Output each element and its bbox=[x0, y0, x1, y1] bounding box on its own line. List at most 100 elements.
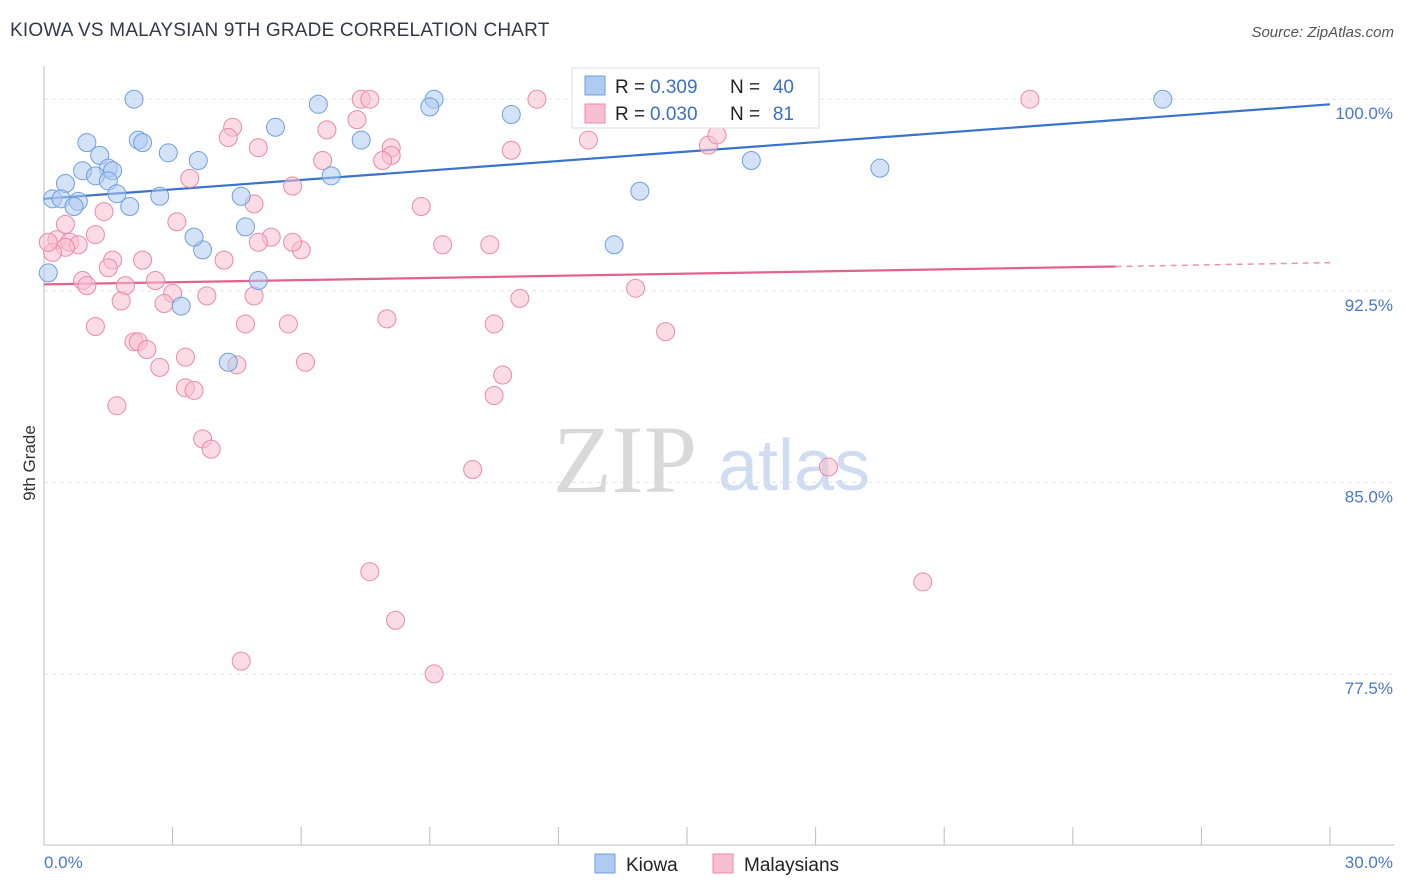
point-kiowa bbox=[265, 117, 285, 137]
point-kiowa bbox=[420, 97, 440, 117]
point-malaysians bbox=[707, 125, 727, 145]
source-label: Source: ZipAtlas.com bbox=[1251, 24, 1394, 41]
series-legend-label-kiowa: Kiowa bbox=[626, 855, 678, 876]
point-malaysians bbox=[411, 196, 431, 216]
point-malaysians bbox=[201, 439, 221, 459]
legend-swatch-malaysians bbox=[584, 103, 606, 124]
series-legend: Kiowa Malaysians bbox=[594, 853, 839, 876]
watermark-zip: ZIP bbox=[553, 406, 697, 513]
point-malaysians bbox=[235, 314, 255, 334]
grid-lines bbox=[44, 98, 1394, 675]
legend-r-label-kiowa: R = bbox=[615, 77, 645, 98]
point-malaysians bbox=[510, 288, 530, 308]
point-malaysians bbox=[85, 225, 105, 245]
point-malaysians bbox=[373, 151, 393, 171]
point-malaysians bbox=[231, 651, 251, 671]
point-malaysians bbox=[248, 232, 268, 252]
point-kiowa bbox=[741, 151, 761, 171]
point-malaysians bbox=[77, 276, 97, 296]
point-kiowa bbox=[235, 217, 255, 237]
point-malaysians bbox=[214, 250, 234, 270]
y-tick-labels: 77.5% 85.0% 92.5% 100.0% bbox=[1335, 104, 1393, 698]
point-kiowa bbox=[120, 196, 140, 216]
point-malaysians bbox=[180, 168, 200, 188]
point-malaysians bbox=[1020, 89, 1040, 109]
point-kiowa bbox=[1153, 89, 1173, 109]
trend-line-malaysians-extension bbox=[1115, 261, 1331, 268]
point-kiowa bbox=[308, 94, 328, 114]
chart-title: KIOWA VS MALAYSIAN 9TH GRADE CORRELATION… bbox=[10, 20, 550, 41]
point-kiowa bbox=[171, 296, 191, 316]
legend-n-label-malaysians: N = bbox=[730, 104, 760, 125]
point-kiowa bbox=[231, 186, 251, 206]
data-points bbox=[38, 89, 1173, 684]
y-tick-label: 100.0% bbox=[1335, 104, 1393, 123]
point-malaysians bbox=[480, 235, 500, 255]
point-kiowa bbox=[107, 184, 127, 204]
point-malaysians bbox=[463, 460, 483, 480]
point-malaysians bbox=[317, 120, 337, 140]
point-malaysians bbox=[913, 572, 933, 592]
point-malaysians bbox=[150, 357, 170, 377]
point-malaysians bbox=[197, 286, 217, 306]
y-axis-title: 9th Grade bbox=[20, 425, 39, 501]
point-malaysians bbox=[386, 610, 406, 630]
trend-line-kiowa bbox=[43, 103, 1331, 200]
x-tick-label-min: 0.0% bbox=[44, 853, 83, 872]
point-malaysians bbox=[360, 89, 380, 109]
point-kiowa bbox=[248, 271, 268, 291]
point-malaysians bbox=[484, 314, 504, 334]
trend-line-malaysians bbox=[43, 265, 1116, 286]
x-tick-label-max: 30.0% bbox=[1345, 853, 1393, 872]
point-malaysians bbox=[484, 385, 504, 405]
point-malaysians bbox=[248, 138, 268, 158]
series-legend-swatch-kiowa bbox=[594, 853, 616, 874]
point-kiowa bbox=[77, 133, 97, 153]
point-malaysians bbox=[85, 317, 105, 337]
point-malaysians bbox=[656, 322, 676, 342]
legend-n-value-malaysians: 81 bbox=[773, 104, 794, 125]
point-malaysians bbox=[137, 340, 157, 360]
point-malaysians bbox=[578, 130, 598, 150]
point-malaysians bbox=[145, 271, 165, 291]
point-kiowa bbox=[184, 227, 204, 247]
trend-lines bbox=[43, 103, 1331, 286]
y-tick-label: 85.0% bbox=[1345, 487, 1393, 506]
legend-r-value-kiowa: 0.309 bbox=[650, 77, 698, 98]
legend-n-value-kiowa: 40 bbox=[773, 77, 794, 98]
correlation-legend: R = 0.309 N = 40 R = 0.030 N = 81 bbox=[571, 67, 820, 129]
legend-r-value-malaysians: 0.030 bbox=[650, 104, 698, 125]
point-kiowa bbox=[501, 105, 521, 125]
point-kiowa bbox=[321, 166, 341, 186]
point-malaysians bbox=[527, 89, 547, 109]
point-malaysians bbox=[501, 140, 521, 160]
point-malaysians bbox=[107, 396, 127, 416]
watermark-atlas: atlas bbox=[718, 426, 870, 506]
point-malaysians bbox=[94, 202, 114, 222]
point-kiowa bbox=[158, 143, 178, 163]
point-malaysians bbox=[347, 110, 367, 130]
point-malaysians bbox=[295, 352, 315, 372]
series-legend-label-malaysians: Malaysians bbox=[744, 855, 839, 876]
point-kiowa bbox=[124, 89, 144, 109]
point-malaysians bbox=[55, 214, 75, 234]
point-malaysians bbox=[818, 457, 838, 477]
point-malaysians bbox=[218, 128, 238, 148]
point-malaysians bbox=[313, 151, 333, 171]
point-kiowa bbox=[38, 263, 58, 283]
point-kiowa bbox=[630, 181, 650, 201]
point-malaysians bbox=[133, 250, 153, 270]
point-malaysians bbox=[175, 347, 195, 367]
legend-swatch-kiowa bbox=[584, 75, 606, 96]
series-legend-swatch-malaysians bbox=[712, 853, 734, 874]
point-malaysians bbox=[154, 294, 174, 314]
point-malaysians bbox=[167, 212, 187, 232]
point-kiowa bbox=[188, 151, 208, 171]
point-malaysians bbox=[433, 235, 453, 255]
point-malaysians bbox=[38, 232, 58, 252]
point-malaysians bbox=[283, 232, 303, 252]
point-malaysians bbox=[111, 291, 131, 311]
point-kiowa bbox=[218, 352, 238, 372]
point-malaysians bbox=[377, 309, 397, 329]
